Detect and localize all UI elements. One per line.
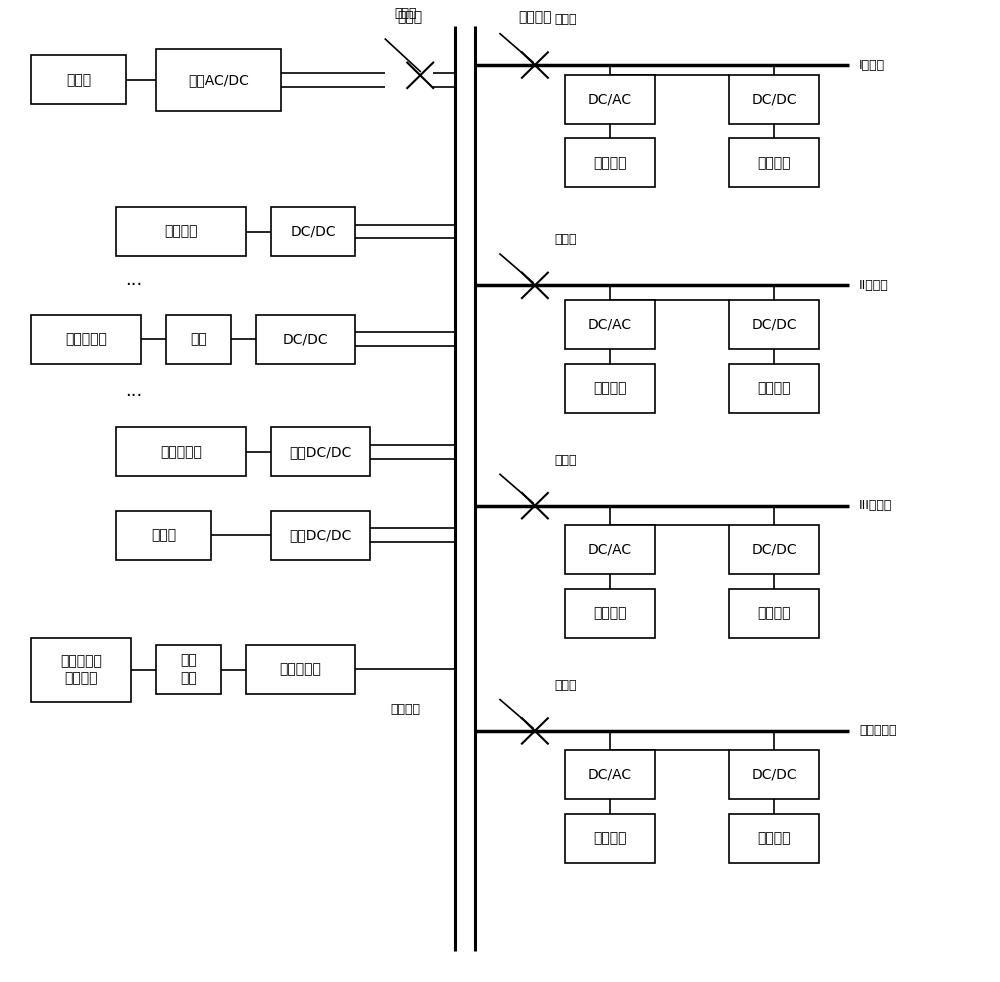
Text: 断路器: 断路器 [555,454,577,466]
Text: 双向DC/DC: 双向DC/DC [289,445,352,459]
Text: 断路器: 断路器 [398,10,423,24]
Text: 大电网电力
调度中心: 大电网电力 调度中心 [60,654,102,685]
Text: 断路器: 断路器 [394,7,417,20]
Bar [31,55,126,104]
Text: DC/DC: DC/DC [751,543,797,557]
Bar [565,589,655,638]
Text: 直流母线: 直流母线 [518,10,552,24]
Text: 交流负载: 交流负载 [593,156,626,170]
Text: 断路器: 断路器 [555,13,577,26]
Bar [565,138,655,188]
Text: 双向DC/DC: 双向DC/DC [289,528,352,542]
Bar [256,315,355,363]
Bar [116,511,211,560]
Text: DC/AC: DC/AC [588,768,632,782]
Text: DC/AC: DC/AC [588,317,632,332]
Text: 整流: 整流 [190,332,207,347]
Text: 交流负载: 交流负载 [593,832,626,846]
Text: 交流负载: 交流负载 [593,607,626,621]
Text: 控制网络: 控制网络 [390,703,420,717]
Bar [729,589,819,638]
Text: DC/AC: DC/AC [588,92,632,106]
Text: 直流负载: 直流负载 [757,832,791,846]
Bar [31,315,141,363]
Bar [729,75,819,124]
Bar [565,525,655,574]
Bar [729,750,819,799]
Bar [156,49,281,111]
Bar [729,138,819,188]
Text: 协调控制器: 协调控制器 [280,662,321,677]
Bar [116,427,246,476]
Text: 大电网: 大电网 [66,73,91,86]
Bar [729,363,819,412]
Text: DC/AC: DC/AC [588,543,632,557]
Bar [565,363,655,412]
Text: 蓄电池: 蓄电池 [151,528,176,542]
Bar [156,645,221,693]
Text: DC/DC: DC/DC [751,92,797,106]
Bar [565,750,655,799]
Bar [565,75,655,124]
Text: 光伏整列: 光伏整列 [164,225,198,239]
Bar [271,207,355,256]
Bar [565,814,655,863]
Bar [729,525,819,574]
Text: 风力发电机: 风力发电机 [65,332,107,347]
Text: 通信
网络: 通信 网络 [180,654,197,684]
Text: II类负荷: II类负荷 [859,279,889,292]
Text: ···: ··· [125,387,142,405]
Text: III类负荷: III类负荷 [859,499,892,513]
Text: DC/DC: DC/DC [283,332,328,347]
Text: 交流负载: 交流负载 [593,381,626,395]
Text: 直流负载: 直流负载 [757,607,791,621]
Bar [271,511,370,560]
Text: 双向AC/DC: 双向AC/DC [188,74,249,87]
Bar [565,300,655,349]
Text: ···: ··· [125,276,142,295]
Text: DC/DC: DC/DC [751,317,797,332]
Bar [246,645,355,693]
Text: DC/DC: DC/DC [751,768,797,782]
Text: 断路器: 断路器 [555,679,577,691]
Text: 直流负载: 直流负载 [757,381,791,395]
Text: I类负荷: I类负荷 [859,59,885,72]
Text: 可调节负荷: 可调节负荷 [859,725,896,737]
Bar [271,427,370,476]
Bar [116,207,246,256]
Bar [166,315,231,363]
Text: 断路器: 断路器 [555,233,577,246]
Text: 直流负载: 直流负载 [757,156,791,170]
Text: DC/DC: DC/DC [290,225,336,239]
Text: 超级电容器: 超级电容器 [160,445,202,459]
Bar [729,814,819,863]
Bar [729,300,819,349]
Bar [31,638,131,701]
